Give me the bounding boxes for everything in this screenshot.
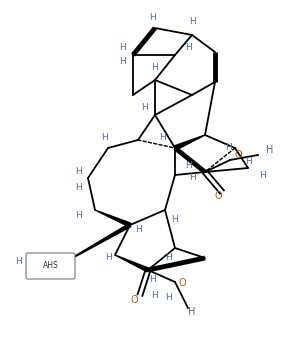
- Polygon shape: [115, 255, 149, 272]
- Text: H: H: [75, 211, 81, 220]
- Text: H: H: [149, 13, 155, 23]
- Polygon shape: [95, 210, 131, 227]
- Text: H: H: [159, 133, 165, 142]
- Polygon shape: [60, 224, 131, 265]
- Polygon shape: [174, 135, 205, 150]
- Text: H: H: [165, 294, 171, 303]
- Text: H: H: [172, 215, 178, 225]
- Text: H: H: [189, 17, 195, 26]
- Text: H: H: [225, 143, 231, 153]
- Text: H: H: [185, 44, 191, 52]
- Text: H: H: [102, 133, 108, 142]
- Text: AHS: AHS: [43, 261, 58, 271]
- Text: H: H: [149, 275, 155, 284]
- Text: H: H: [119, 44, 125, 52]
- Text: H: H: [188, 307, 196, 317]
- Text: H: H: [165, 253, 171, 262]
- Text: O: O: [234, 150, 242, 160]
- Text: H: H: [185, 161, 191, 169]
- Text: H: H: [245, 157, 251, 166]
- FancyBboxPatch shape: [26, 253, 75, 279]
- Text: H: H: [259, 170, 265, 179]
- Text: H: H: [105, 253, 111, 262]
- Text: O: O: [178, 278, 186, 288]
- Text: H: H: [135, 225, 141, 235]
- Text: H: H: [75, 184, 81, 192]
- Text: O: O: [130, 295, 138, 305]
- Text: H: H: [15, 258, 21, 267]
- Text: H: H: [142, 104, 148, 113]
- Text: H: H: [75, 167, 81, 177]
- Text: H: H: [152, 63, 158, 72]
- Text: H: H: [266, 145, 274, 155]
- Text: H: H: [189, 174, 195, 182]
- Text: H: H: [119, 58, 125, 67]
- Text: O: O: [214, 191, 222, 201]
- Text: H: H: [152, 291, 158, 299]
